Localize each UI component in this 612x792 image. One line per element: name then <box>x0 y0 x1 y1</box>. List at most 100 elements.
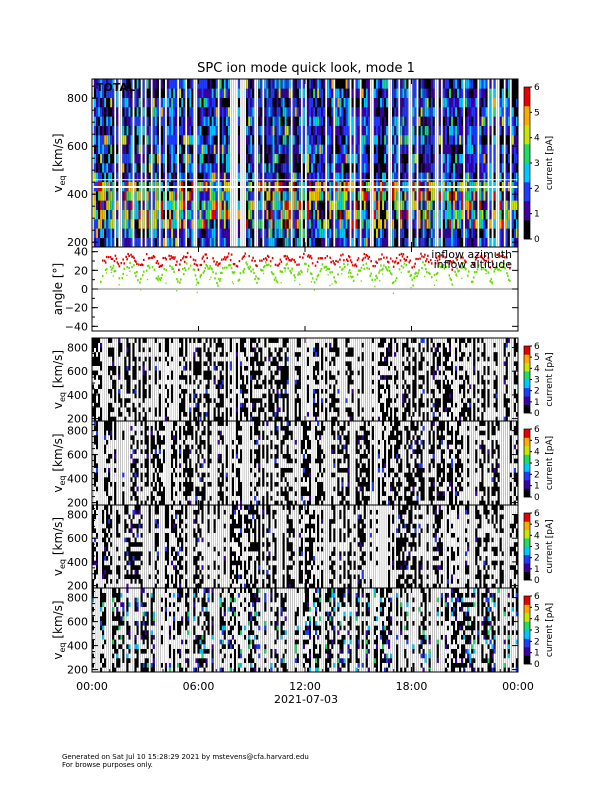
spectrogram-cell <box>175 219 178 229</box>
spectrogram-cell <box>438 135 441 145</box>
spectrogram-cell <box>343 97 346 108</box>
spectrogram-cell <box>238 97 240 108</box>
spectrogram-cell <box>92 402 94 408</box>
spectrogram-cell <box>96 365 98 371</box>
spectrogram-cell <box>207 219 210 229</box>
spectrogram-cell <box>444 144 447 154</box>
spectrogram-cell <box>351 402 354 408</box>
spectrogram-cell <box>329 172 332 182</box>
spectrogram-cell <box>96 107 98 117</box>
spectrogram-cell <box>422 116 425 126</box>
spectrogram-cell <box>337 153 340 164</box>
spectrogram-cell <box>298 116 301 126</box>
spectrogram-cell <box>347 338 350 343</box>
spectrogram-cell <box>426 107 429 117</box>
spectrogram-cell <box>213 374 216 380</box>
spectrogram-cell <box>238 125 240 136</box>
spectrogram-cell <box>179 153 182 164</box>
spectrogram-cell <box>286 411 289 417</box>
spectrogram-cell <box>315 388 318 394</box>
spectrogram-cell <box>333 397 336 403</box>
spectrogram-cell <box>264 338 267 343</box>
spectrogram-cell <box>187 228 190 238</box>
spectrogram-cell <box>236 374 238 380</box>
spectrogram-cell <box>282 393 285 399</box>
spectrogram-cell <box>315 338 318 343</box>
spectrogram-cell <box>327 172 330 182</box>
spectrogram-cell <box>378 79 380 89</box>
spectrogram-cell <box>351 356 354 362</box>
spectrogram-cell <box>442 172 445 182</box>
spectrogram-cell <box>280 97 283 108</box>
spectrogram-cell <box>479 153 482 164</box>
spectrogram-cell <box>485 88 488 98</box>
spectrogram-cell <box>317 237 320 248</box>
spectrogram-cell <box>120 361 123 366</box>
data-gap <box>398 79 401 247</box>
spectrogram-cell <box>345 347 348 353</box>
spectrogram-cell <box>321 153 324 164</box>
spectrogram-cell <box>148 97 151 108</box>
spectrogram-cell <box>280 116 283 126</box>
spectrogram-cell <box>219 393 222 399</box>
spectrogram-cell <box>227 107 230 117</box>
spectrogram-cell <box>309 125 311 136</box>
spectrogram-cell <box>412 79 415 89</box>
spectrogram-cell <box>152 191 155 201</box>
spectrogram-cell <box>96 135 98 145</box>
spectrogram-cell <box>294 79 297 89</box>
spectrogram-cell <box>321 388 324 394</box>
spectrogram-cell <box>475 209 478 220</box>
spectrogram-cell <box>258 356 261 362</box>
spectrogram-cell <box>481 209 484 220</box>
spectrogram-cell <box>205 191 208 201</box>
spectrogram-cell <box>357 237 360 248</box>
spectrogram-cell <box>392 144 395 154</box>
spectrogram-cell <box>132 379 135 385</box>
spectrogram-cell <box>347 342 350 348</box>
spectrogram-cell <box>404 384 407 390</box>
spectrogram-cell <box>371 365 374 371</box>
spectrogram-cell <box>432 191 435 201</box>
spectrogram-cell <box>426 416 429 422</box>
spectrogram-cell <box>357 365 360 371</box>
spectrogram-cell <box>394 153 397 164</box>
spectrogram-cell <box>465 144 468 154</box>
spectrogram-cell <box>128 200 131 210</box>
spectrogram-cell <box>260 144 263 154</box>
spectrogram-cell <box>467 209 470 220</box>
spectrogram-cell <box>142 135 145 145</box>
spectrogram-cell <box>274 397 277 403</box>
spectrogram-cell <box>183 79 186 89</box>
spectrogram-cell <box>197 393 200 399</box>
spectrogram-cell <box>479 88 482 98</box>
spectrogram-cell <box>116 237 119 248</box>
spectrogram-cell <box>197 219 200 229</box>
spectrogram-cell <box>414 219 417 229</box>
spectrogram-cell <box>171 153 174 164</box>
spectrogram-cell <box>167 361 169 366</box>
spectrogram-cell <box>179 200 182 210</box>
spectrogram-cell <box>167 219 169 229</box>
spectrogram-cell <box>361 416 364 422</box>
spectrogram-cell <box>313 374 316 380</box>
spectrogram-cell <box>98 384 101 390</box>
spectrogram-cell <box>473 144 476 154</box>
spectrogram-cell <box>392 107 395 117</box>
spectrogram-cell <box>199 116 202 126</box>
spectrogram-cell <box>388 374 391 380</box>
spectrogram-cell <box>205 342 208 348</box>
spectrogram-cell <box>246 125 249 136</box>
spectrogram-cell <box>280 384 283 390</box>
spectrogram-cell <box>347 172 350 182</box>
spectrogram-cell <box>252 370 255 376</box>
spectrogram-cell <box>455 163 458 173</box>
spectrogram-cell <box>203 402 206 408</box>
spectrogram-cell <box>207 397 210 403</box>
spectrogram-cell <box>221 79 224 89</box>
spectrogram-cell <box>270 107 273 117</box>
spectrogram-cell <box>199 172 202 182</box>
spectrogram-cell <box>215 407 218 413</box>
spectrogram-cell <box>461 144 464 154</box>
spectrogram-cell <box>282 107 285 117</box>
